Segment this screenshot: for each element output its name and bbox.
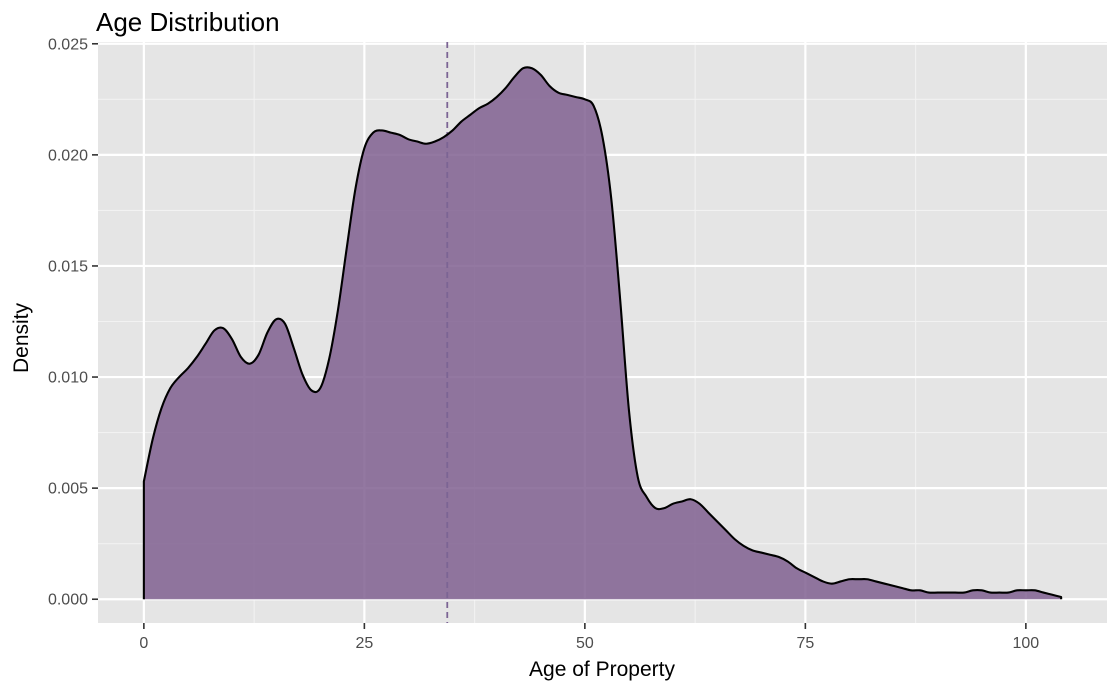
x-tick-label: 25 — [355, 635, 373, 652]
y-tick-label: 0.005 — [48, 481, 88, 498]
x-tick-label: 50 — [576, 635, 594, 652]
y-tick-label: 0.025 — [48, 36, 88, 53]
density-area — [143, 67, 1062, 600]
x-axis-title: Age of Property — [529, 658, 675, 681]
y-tick-label: 0.000 — [48, 592, 88, 609]
y-tick-label: 0.015 — [48, 258, 88, 275]
y-axis-title: Density — [10, 302, 33, 373]
x-tick-label: 75 — [796, 635, 814, 652]
x-tick-label: 100 — [1013, 635, 1040, 652]
y-tick-label: 0.020 — [48, 147, 88, 164]
x-tick-label: 0 — [139, 635, 148, 652]
density-line — [142, 66, 1063, 600]
chart-title: Age Distribution — [96, 7, 280, 37]
y-tick-label: 0.010 — [48, 370, 88, 387]
